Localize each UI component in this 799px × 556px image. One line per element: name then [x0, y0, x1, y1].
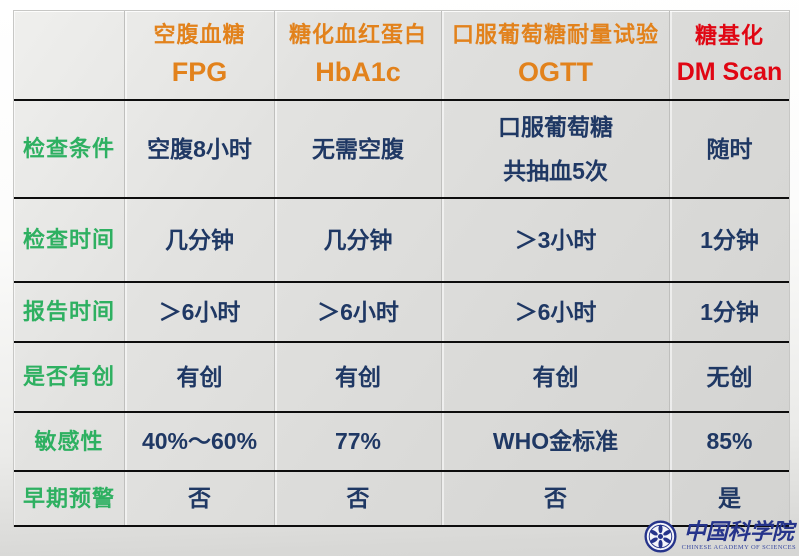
- row-label-text: 是否有创: [22, 364, 115, 390]
- table-cell: 77%: [274, 413, 441, 470]
- cell-text: 否: [544, 485, 567, 512]
- table-cell: 40%～60%: [124, 413, 274, 470]
- table-cell: 否: [274, 472, 441, 525]
- cas-logo: 中国科学院 CHINESE ACADEMY OF SCIENCES: [644, 520, 796, 553]
- table-cell: ＞6小时: [441, 283, 669, 341]
- table-cell: 1分钟: [669, 283, 789, 341]
- table-row-early-warning: 早期预警 否 否 否 是: [14, 470, 789, 527]
- table-cell: 1分钟: [669, 199, 789, 281]
- cell-text: 否: [188, 485, 211, 512]
- cell-text: 空腹8小时: [147, 135, 252, 162]
- table-cell: ＞6小时: [124, 283, 274, 341]
- cell-text: 是: [718, 485, 741, 512]
- row-label: 检查条件: [14, 101, 124, 197]
- cell-text: 口服葡萄糖: [498, 114, 613, 141]
- row-label-text: 报告时间: [22, 299, 115, 325]
- column-header-en: HbA1c: [315, 56, 401, 87]
- cell-text: 有创: [335, 363, 381, 390]
- cell-text: 有创: [532, 363, 579, 390]
- cell-text: 40%～60%: [141, 428, 258, 455]
- table-row-sensitivity: 敏感性 40%～60% 77% WHO金标准 85%: [14, 411, 789, 470]
- row-label: 早期预警: [14, 472, 124, 525]
- table-cell: ＞6小时: [274, 283, 441, 341]
- row-label: 检查时间: [14, 199, 124, 281]
- row-label-text: 检查时间: [22, 227, 115, 253]
- column-header-en: DM Scan: [676, 57, 783, 86]
- table-cell: 几分钟: [124, 199, 274, 281]
- table-cell: 有创: [274, 343, 441, 411]
- cell-text: 1分钟: [700, 298, 759, 325]
- table-cell: 有创: [124, 343, 274, 411]
- column-header-zh: 糖化血红蛋白: [288, 22, 427, 48]
- column-header-zh: 空腹血糖: [153, 22, 246, 48]
- table-cell: 空腹8小时: [124, 101, 274, 197]
- cell-text: 随时: [706, 135, 753, 162]
- cell-text: ＞6小时: [317, 298, 399, 325]
- column-header-zh: 口服葡萄糖耐量试验: [451, 22, 659, 48]
- cell-text: 有创: [176, 363, 223, 390]
- cell-text: 无需空腹: [312, 135, 404, 162]
- column-header-zh: 糖基化: [694, 23, 764, 49]
- table-cell: 是: [669, 472, 789, 525]
- cell-text: ＞3小时: [514, 226, 597, 253]
- comparison-table: 空腹血糖 FPG 糖化血红蛋白 HbA1c 口服葡萄糖耐量试验 OGTT 糖基化…: [13, 10, 790, 527]
- table-cell: 否: [124, 472, 274, 525]
- row-label: 是否有创: [14, 343, 124, 411]
- table-cell: 有创: [441, 343, 669, 411]
- cell-text: 85%: [706, 428, 753, 455]
- cell-text: 几分钟: [165, 226, 234, 253]
- column-header-en: OGTT: [518, 56, 593, 87]
- table-cell: 否: [441, 472, 669, 525]
- cell-text: 否: [346, 485, 370, 512]
- cas-logo-zh: 中国科学院: [683, 519, 794, 545]
- column-header-en: FPG: [171, 56, 228, 87]
- row-label: 报告时间: [14, 283, 124, 341]
- table-cell: WHO金标准: [441, 413, 669, 470]
- table-cell: 几分钟: [274, 199, 441, 281]
- cell-text: 77%: [334, 428, 382, 455]
- table-cell: ＞3小时: [441, 199, 669, 281]
- cell-text: WHO金标准: [492, 428, 619, 455]
- row-label-text: 敏感性: [34, 428, 104, 454]
- table-row-invasive: 是否有创 有创 有创 有创 无创: [14, 341, 789, 411]
- cell-text: 1分钟: [700, 226, 759, 253]
- row-label: 敏感性: [14, 413, 124, 470]
- column-header-fpg: 空腹血糖 FPG: [124, 11, 274, 99]
- table-row-report-time: 报告时间 ＞6小时 ＞6小时 ＞6小时 1分钟: [14, 281, 789, 341]
- cell-text: 无创: [706, 363, 753, 390]
- table-header-row: 空腹血糖 FPG 糖化血红蛋白 HbA1c 口服葡萄糖耐量试验 OGTT 糖基化…: [14, 11, 789, 99]
- cell-text: 几分钟: [323, 226, 393, 253]
- table-row-check-condition: 检查条件 空腹8小时 无需空腹 口服葡萄糖 共抽血5次 随时: [14, 99, 789, 197]
- table-cell: 无创: [669, 343, 789, 411]
- table-cell: 85%: [669, 413, 789, 470]
- table-cell: 随时: [669, 101, 789, 197]
- table-cell: 无需空腹: [274, 101, 441, 197]
- column-header-hba1c: 糖化血红蛋白 HbA1c: [274, 11, 441, 99]
- cas-emblem-icon: [644, 520, 677, 553]
- cas-logo-en: CHINESE ACADEMY OF SCIENCES: [681, 544, 796, 552]
- cell-text: 共抽血5次: [503, 157, 608, 184]
- table-cell: 口服葡萄糖 共抽血5次: [441, 101, 669, 197]
- corner-cell: [14, 11, 124, 99]
- table-row-check-time: 检查时间 几分钟 几分钟 ＞3小时 1分钟: [14, 197, 789, 281]
- column-header-dmscan: 糖基化 DM Scan: [669, 11, 789, 99]
- column-header-ogtt: 口服葡萄糖耐量试验 OGTT: [441, 11, 669, 99]
- cell-text: ＞6小时: [514, 298, 597, 325]
- row-label-text: 检查条件: [22, 136, 115, 162]
- cas-logo-text: 中国科学院 CHINESE ACADEMY OF SCIENCES: [682, 521, 796, 552]
- cell-text: ＞6小时: [158, 298, 241, 325]
- row-label-text: 早期预警: [22, 485, 115, 511]
